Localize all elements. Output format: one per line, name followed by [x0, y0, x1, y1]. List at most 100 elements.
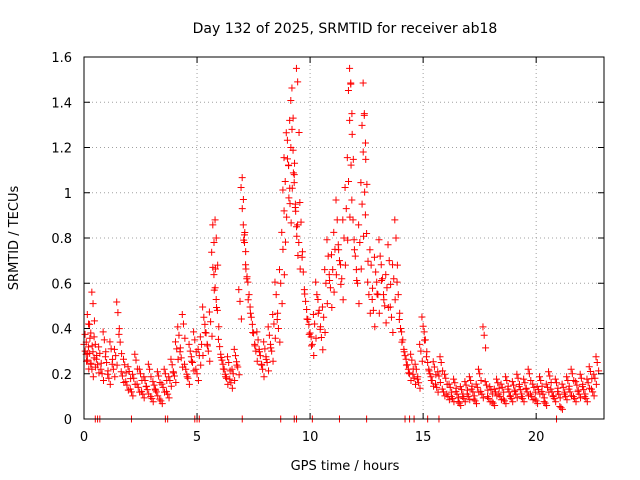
data-point	[171, 338, 179, 346]
data-point	[254, 336, 262, 344]
data-point	[245, 291, 253, 299]
data-point	[261, 345, 269, 353]
data-point	[411, 360, 419, 368]
data-point	[199, 303, 207, 311]
data-point	[361, 188, 369, 196]
data-point	[495, 384, 503, 392]
data-point	[144, 360, 152, 368]
data-point	[283, 155, 291, 163]
data-point	[264, 323, 272, 331]
data-points	[80, 64, 603, 423]
data-point	[504, 385, 512, 393]
data-point	[234, 363, 242, 371]
data-point	[183, 370, 191, 378]
data-point	[556, 403, 564, 411]
data-point	[395, 315, 403, 323]
data-point	[560, 390, 568, 398]
data-point	[431, 380, 439, 388]
y-axis-label: SRMTID / TECUs	[7, 186, 22, 291]
data-point	[513, 370, 521, 378]
data-point	[266, 340, 274, 348]
data-point	[328, 303, 336, 311]
data-point	[358, 121, 366, 129]
data-point	[522, 385, 530, 393]
data-point	[181, 360, 189, 368]
data-point	[490, 385, 498, 393]
data-point	[201, 320, 209, 328]
data-point	[356, 239, 364, 247]
data-point	[567, 365, 575, 373]
data-point	[179, 320, 187, 328]
data-point	[280, 154, 288, 162]
data-point	[339, 216, 347, 224]
data-point	[214, 335, 222, 343]
data-point	[129, 392, 137, 400]
data-point	[557, 404, 565, 412]
data-point	[310, 352, 318, 360]
data-point	[373, 278, 381, 286]
data-point	[581, 393, 589, 401]
data-point	[293, 223, 301, 231]
data-point	[203, 340, 211, 348]
data-point	[185, 340, 193, 348]
data-point	[379, 291, 387, 299]
data-point	[433, 383, 441, 391]
data-point	[454, 398, 462, 406]
data-point	[510, 381, 518, 389]
data-point	[249, 328, 257, 336]
data-point	[158, 380, 166, 388]
data-point	[231, 352, 239, 360]
data-point	[192, 365, 200, 373]
y-tick-label: 0.2	[51, 368, 72, 383]
data-point	[110, 345, 118, 353]
data-point	[363, 180, 371, 188]
data-point	[385, 257, 393, 265]
data-point	[430, 363, 438, 371]
data-point	[141, 377, 149, 385]
data-point	[194, 345, 202, 353]
data-point	[161, 370, 169, 378]
data-point	[278, 300, 286, 308]
data-point	[467, 377, 475, 385]
data-point	[244, 278, 252, 286]
data-point	[515, 383, 523, 391]
data-point	[138, 388, 146, 396]
data-point	[116, 338, 124, 346]
data-point	[278, 228, 286, 236]
data-point	[312, 334, 320, 342]
data-point	[392, 234, 400, 242]
data-point	[359, 148, 367, 156]
data-point	[226, 375, 234, 383]
data-point	[321, 328, 329, 336]
data-point	[89, 373, 97, 381]
data-point	[303, 305, 311, 313]
data-point	[402, 355, 410, 363]
data-point	[104, 370, 112, 378]
data-point	[167, 382, 175, 390]
data-point	[330, 288, 338, 296]
data-point	[577, 394, 585, 402]
data-point	[373, 290, 381, 298]
data-point	[182, 365, 190, 373]
data-point	[113, 361, 121, 369]
data-point	[401, 352, 409, 360]
data-point	[418, 357, 426, 365]
data-point	[214, 261, 222, 269]
data-point	[199, 352, 207, 360]
data-point	[372, 268, 380, 276]
y-tick-label: 1.6	[51, 51, 72, 66]
data-point	[586, 384, 594, 392]
data-point	[367, 261, 375, 269]
data-point	[568, 370, 576, 378]
data-point	[237, 315, 245, 323]
x-tick-label: 5	[193, 430, 201, 445]
data-point	[545, 368, 553, 376]
data-point	[162, 388, 170, 396]
data-point	[371, 323, 379, 331]
data-point	[209, 221, 217, 229]
data-point	[103, 358, 111, 366]
y-tick-label: 1.2	[51, 142, 72, 157]
data-point	[319, 346, 327, 354]
data-point	[118, 350, 126, 358]
data-point	[326, 277, 334, 285]
